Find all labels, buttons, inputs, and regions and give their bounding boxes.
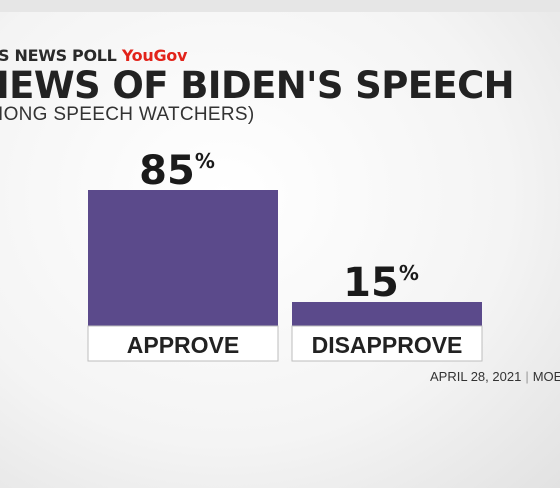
top-strip — [0, 0, 560, 12]
category-box-approve — [87, 325, 279, 362]
bar-disapprove — [292, 302, 482, 326]
value-label-disapprove: 15% — [343, 260, 419, 306]
chart-subtitle: IONG SPEECH WATCHERS) — [0, 104, 255, 125]
value-label-approve: 85% — [139, 148, 215, 194]
poll-label-text: S NEWS POLL — [0, 46, 117, 65]
footer-info: APRIL 28, 2021|MOE: — [430, 369, 560, 384]
bar-approve — [88, 190, 278, 326]
poll-brand-logo: YouGov — [121, 46, 188, 65]
category-label-disapprove: DISAPPROVE — [312, 332, 463, 358]
chart-title: IEWS OF BIDEN'S SPEECH — [0, 64, 515, 107]
footer-separator: | — [525, 369, 529, 384]
category-label-approve: APPROVE — [127, 332, 239, 358]
category-box-disapprove — [291, 325, 483, 362]
poll-source-label: S NEWS POLL YouGov — [0, 46, 187, 65]
footer-date: APRIL 28, 2021 — [430, 369, 522, 384]
footer-moe: MOE: — [532, 369, 560, 384]
